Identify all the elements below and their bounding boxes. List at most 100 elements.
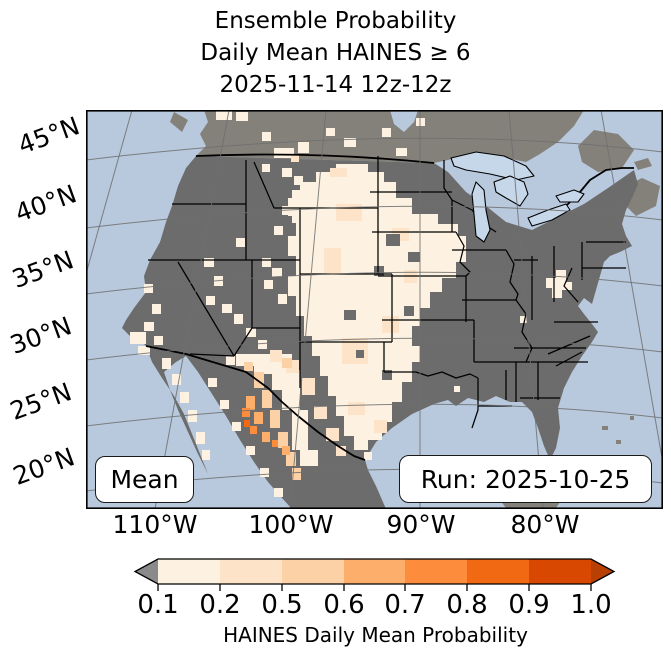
prob-cell <box>232 422 241 431</box>
lat-tick-30N: 30°N <box>6 311 76 360</box>
lat-tick-45N: 45°N <box>14 111 84 160</box>
lat-tick-40N: 40°N <box>11 179 81 228</box>
prob-cell <box>286 452 296 466</box>
map-frame <box>86 110 663 509</box>
prob-cell <box>292 468 301 480</box>
prob-cell <box>520 316 527 323</box>
prob-cell <box>364 452 372 460</box>
prob-cell <box>172 374 181 385</box>
colorbar-under-arrow <box>135 559 158 584</box>
prob-cell <box>356 440 365 449</box>
cb-tick-1_0: 1.0 <box>570 590 612 620</box>
prob-cell <box>274 226 283 235</box>
prob-cell <box>408 252 420 262</box>
prob-cell <box>314 406 327 419</box>
prob-cell <box>152 304 161 314</box>
prob-cell <box>326 428 339 441</box>
prob-cell <box>292 214 302 223</box>
prob-cell <box>236 112 248 121</box>
title-line-2: Daily Mean HAINES ≥ 6 <box>200 40 471 66</box>
prob-cell <box>374 266 384 276</box>
prob-cell <box>204 258 214 267</box>
prob-cell <box>226 356 235 365</box>
prob-cell <box>188 410 197 422</box>
prob-cell <box>324 248 341 274</box>
prob-cell <box>278 294 287 304</box>
prob-cell <box>216 110 232 120</box>
prob-cell <box>382 128 391 137</box>
prob-cell <box>196 432 205 444</box>
prob-cell <box>294 176 303 185</box>
prob-cell <box>336 446 346 456</box>
prob-cell <box>246 396 255 410</box>
prob-cell <box>386 234 400 246</box>
lon-tick-100W: 100°W <box>248 510 334 539</box>
prob-cell <box>302 378 315 395</box>
prob-cell <box>262 164 270 172</box>
prob-cell <box>246 328 256 337</box>
prob-cell <box>278 432 288 448</box>
cb-tick-0_7: 0.7 <box>384 590 426 620</box>
mean-badge: Mean <box>95 456 194 503</box>
prob-cell <box>262 390 272 408</box>
cb-tick-0_6: 0.6 <box>323 590 365 620</box>
prob-cell <box>244 362 253 371</box>
prob-cell <box>442 236 451 245</box>
prob-cell <box>282 358 292 368</box>
prob-cell <box>274 488 283 497</box>
lon-tick-90W: 90°W <box>386 510 456 539</box>
plains-blob <box>288 164 466 450</box>
prob-cell <box>130 332 146 344</box>
prob-cell <box>454 386 460 392</box>
colorbar-segments <box>158 559 591 584</box>
prob-cell <box>282 168 292 177</box>
prob-cell <box>310 194 320 203</box>
prob-cell <box>326 128 335 136</box>
colorbar <box>133 558 616 591</box>
prob-cell <box>330 168 347 177</box>
prob-cell <box>282 446 290 455</box>
prob-cell <box>260 468 269 477</box>
prob-cell <box>154 336 163 345</box>
prob-cell <box>356 350 364 358</box>
run-badge: Run: 2025-10-25 <box>399 455 652 503</box>
prob-cell <box>144 322 154 331</box>
cb-tick-0_9: 0.9 <box>508 590 550 620</box>
prob-cell <box>236 238 245 247</box>
prob-cell <box>242 408 250 417</box>
prob-cell <box>318 292 327 301</box>
lat-tick-35N: 35°N <box>8 245 78 294</box>
prob-cell <box>144 284 153 293</box>
cb-tick-0_8: 0.8 <box>446 590 488 620</box>
prob-cell <box>220 400 229 409</box>
colorbar-ticks <box>157 584 592 591</box>
prob-cell <box>344 138 356 147</box>
prob-cell <box>322 180 334 190</box>
prob-cell <box>308 278 317 287</box>
prob-cell <box>250 426 257 434</box>
colorbar-over-arrow <box>591 559 614 584</box>
prob-cell <box>262 258 271 267</box>
state-borders <box>148 156 626 429</box>
lon-tick-80W: 80°W <box>510 510 580 539</box>
title-line-1: Ensemble Probability <box>214 8 457 34</box>
prob-cell <box>404 306 414 316</box>
prob-cell <box>234 314 243 324</box>
prob-cell <box>270 350 282 362</box>
lon-tick-110W: 110°W <box>112 510 198 539</box>
prob-cell <box>262 132 271 141</box>
prob-cell <box>274 148 294 158</box>
prob-cell <box>348 402 365 415</box>
cb-tick-0_1: 0.1 <box>137 590 179 620</box>
cb-tick-0_2: 0.2 <box>199 590 241 620</box>
prob-cell <box>336 204 362 221</box>
lat-tick-20N: 20°N <box>9 442 79 491</box>
prob-cell <box>222 304 232 313</box>
prob-cell <box>374 420 387 433</box>
prob-cell <box>202 450 210 460</box>
prob-cell <box>344 310 356 320</box>
prob-cell <box>258 340 267 349</box>
prob-cell <box>180 392 189 403</box>
probability-blobs <box>130 110 572 497</box>
